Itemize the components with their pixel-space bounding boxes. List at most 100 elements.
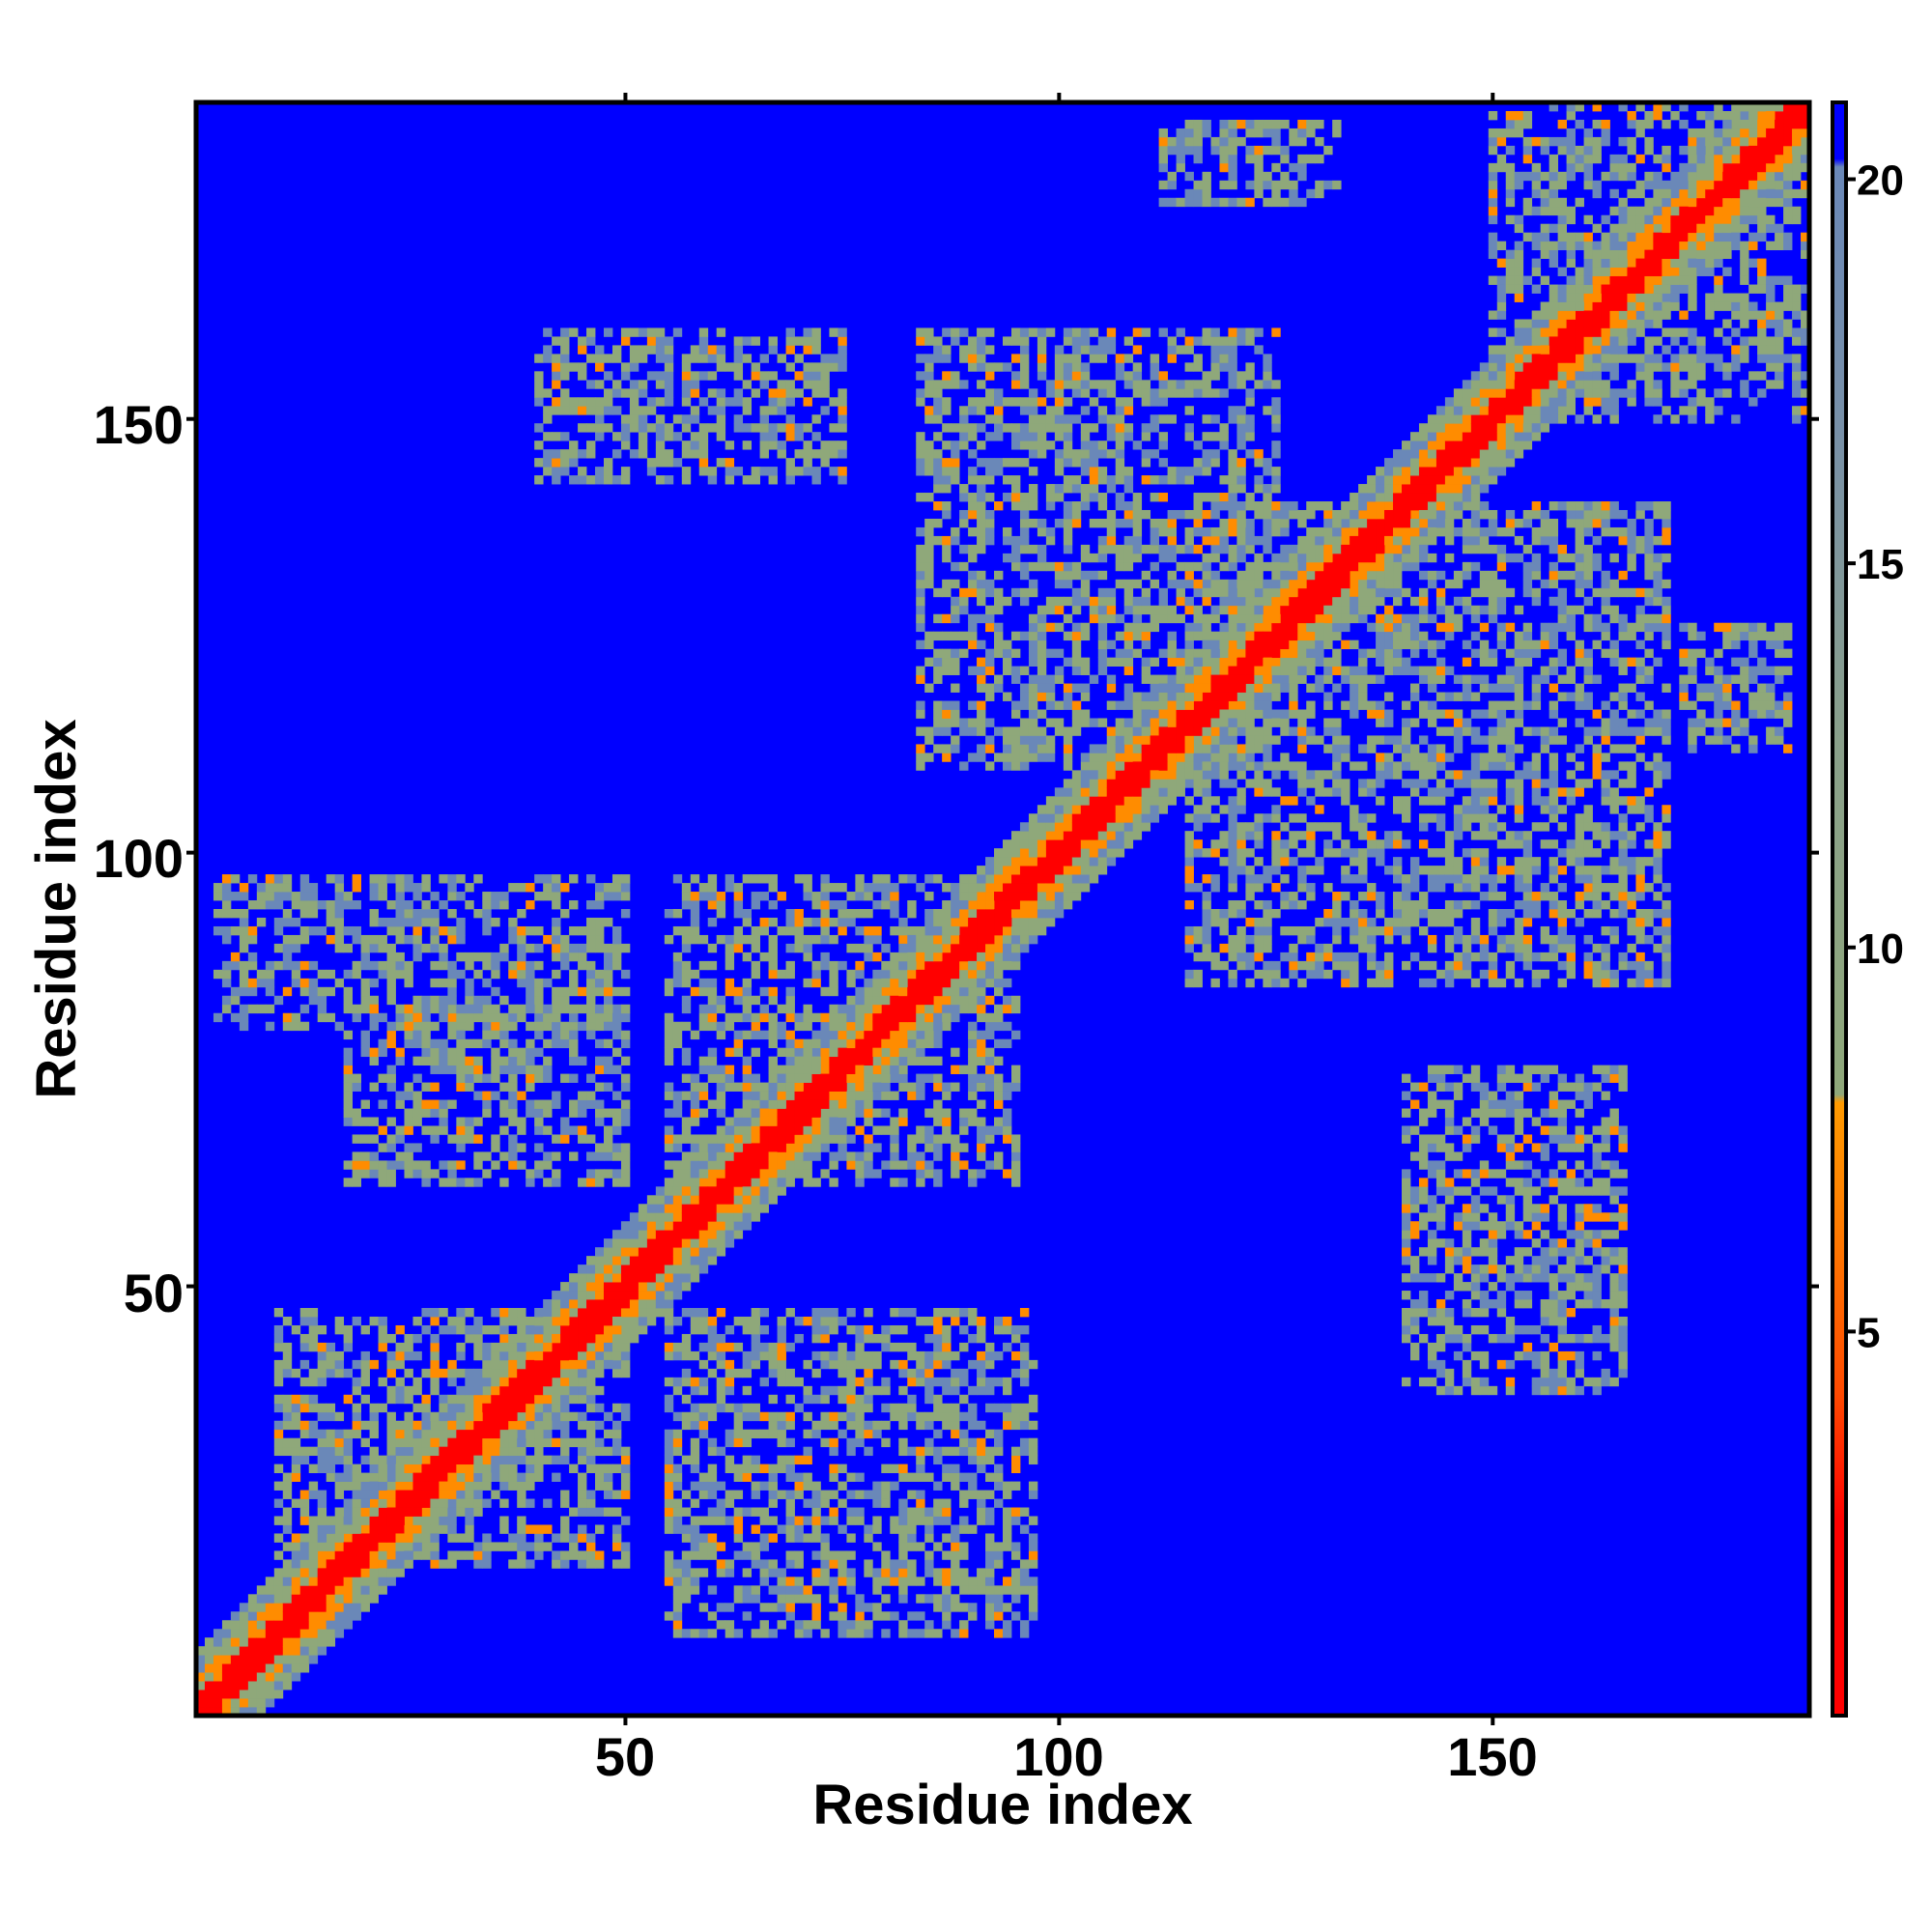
heatmap-cell <box>1141 692 1151 701</box>
heatmap-cell <box>1158 753 1168 762</box>
heatmap-cell <box>560 1394 570 1405</box>
heatmap-cell <box>1193 380 1203 389</box>
heatmap-cell <box>959 406 969 415</box>
heatmap-cell <box>603 1333 613 1344</box>
heatmap-cell <box>430 1350 440 1361</box>
heatmap-cell <box>1028 1437 1038 1448</box>
heatmap-cell <box>1167 535 1177 546</box>
heatmap-cell <box>482 909 492 919</box>
heatmap-cell <box>759 1463 769 1473</box>
heatmap-cell <box>820 1350 830 1361</box>
heatmap-cell <box>985 535 995 546</box>
heatmap-cell <box>672 1507 683 1517</box>
heatmap-cell <box>1193 631 1203 641</box>
heatmap-cell <box>1003 1577 1012 1586</box>
heatmap-cell <box>282 960 293 971</box>
heatmap-cell <box>482 1420 492 1431</box>
heatmap-cell <box>534 892 544 901</box>
heatmap-cell <box>977 1420 986 1431</box>
heatmap-cell <box>942 1125 952 1135</box>
heatmap-cell <box>1071 622 1082 633</box>
heatmap-cell <box>977 1082 986 1092</box>
heatmap-cell <box>569 925 579 936</box>
heatmap-cell <box>482 1012 492 1023</box>
heatmap-cell <box>690 1516 700 1525</box>
heatmap-cell <box>838 1143 847 1152</box>
heatmap-cell <box>742 1324 753 1335</box>
heatmap-cell <box>1045 596 1056 607</box>
heatmap-cell <box>1080 327 1091 337</box>
heatmap-cell <box>838 1099 847 1109</box>
heatmap-cell <box>430 943 440 953</box>
heatmap-cell <box>569 900 579 910</box>
heatmap-cell <box>1071 475 1082 485</box>
heatmap-cell <box>352 960 361 971</box>
heatmap-cell <box>1141 570 1151 581</box>
heatmap-cell <box>1054 371 1065 381</box>
heatmap-cell <box>1080 336 1091 346</box>
heatmap-cell <box>1176 544 1185 554</box>
heatmap-cell <box>811 1030 821 1040</box>
heatmap-cell <box>1193 622 1203 633</box>
heatmap-cell <box>603 1012 613 1023</box>
heatmap-cell <box>1263 978 1272 988</box>
heatmap-cell <box>1350 570 1359 581</box>
heatmap-cell <box>855 1603 865 1612</box>
heatmap-cell <box>985 1125 995 1135</box>
heatmap-cell <box>1123 579 1134 589</box>
heatmap-cell <box>916 587 925 598</box>
heatmap-cell <box>716 1333 726 1344</box>
heatmap-cell <box>942 1498 952 1508</box>
heatmap-cell <box>360 1394 370 1405</box>
heatmap-cell <box>386 1481 396 1491</box>
heatmap-cell <box>1358 831 1368 840</box>
heatmap-cell <box>1003 423 1012 433</box>
heatmap-cell <box>421 900 431 910</box>
heatmap-cell <box>794 1047 804 1058</box>
heatmap-cell <box>968 1316 978 1326</box>
heatmap-cell <box>543 1498 553 1508</box>
heatmap-cell <box>1202 779 1211 788</box>
heatmap-cell <box>456 1550 466 1560</box>
heatmap-cell <box>951 458 960 468</box>
heatmap-cell <box>1184 718 1194 727</box>
heatmap-cell <box>360 1134 370 1144</box>
heatmap-cell <box>1202 553 1211 563</box>
heatmap-cell <box>1350 526 1359 537</box>
heatmap-cell <box>595 1446 605 1457</box>
heatmap-cell <box>951 960 960 971</box>
heatmap-cell <box>1097 380 1108 389</box>
heatmap-cell <box>968 909 978 919</box>
heatmap-cell <box>724 1047 735 1058</box>
heatmap-cell <box>491 1542 500 1551</box>
heatmap-cell <box>517 1533 526 1543</box>
heatmap-cell <box>924 1021 934 1032</box>
heatmap-cell <box>742 1437 753 1448</box>
heatmap-cell <box>456 1472 466 1482</box>
heatmap-cell <box>968 666 978 675</box>
heatmap-cell <box>672 1594 683 1604</box>
heatmap-cell <box>838 1411 847 1422</box>
heatmap-cell <box>1010 1577 1021 1586</box>
heatmap-cell <box>681 1550 692 1560</box>
heatmap-cell <box>334 1411 345 1422</box>
heatmap-cell <box>846 1004 856 1014</box>
heatmap-cell <box>942 509 952 520</box>
heatmap-cell <box>881 1342 891 1352</box>
heatmap-cell <box>317 1004 327 1014</box>
heatmap-cell <box>1141 761 1151 771</box>
heatmap-cell <box>733 1550 744 1560</box>
heatmap-cell <box>569 1411 579 1422</box>
heatmap-cell <box>1350 874 1359 884</box>
heatmap-cell <box>526 1498 535 1508</box>
heatmap-cell <box>1350 969 1359 980</box>
heatmap-cell <box>499 1324 509 1335</box>
heatmap-cell <box>698 1056 709 1066</box>
heatmap-cell <box>864 1620 873 1630</box>
heatmap-cell <box>439 900 448 910</box>
heatmap-cell <box>916 666 925 675</box>
heatmap-cell <box>1245 501 1255 511</box>
heatmap-cell <box>1315 587 1324 598</box>
heatmap-cell <box>360 960 370 971</box>
heatmap-cell <box>282 1368 293 1378</box>
